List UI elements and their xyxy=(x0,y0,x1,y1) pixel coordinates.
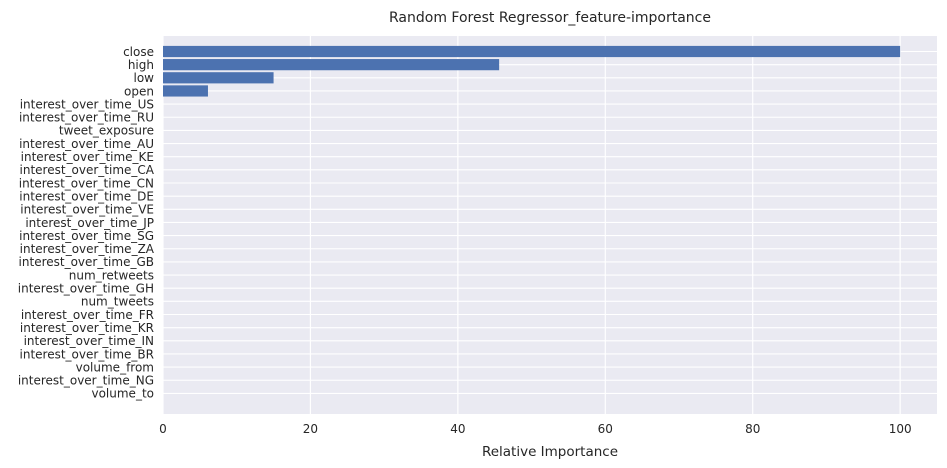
y-tick-label-interest-over-time-ZA: interest_over_time_ZA xyxy=(20,242,155,256)
chart-title: Random Forest Regressor_feature-importan… xyxy=(389,10,711,26)
bar-close xyxy=(163,45,901,58)
y-tick-label-num-tweets: num_tweets xyxy=(81,295,154,309)
y-tick-label-interest-over-time-GH: interest_over_time_GH xyxy=(18,282,154,296)
y-tick-label-num-retweets: num_retweets xyxy=(69,268,154,282)
y-tick-label-interest-over-time-RU: interest_over_time_RU xyxy=(19,111,154,125)
y-tick-label-interest-over-time-GB: interest_over_time_GB xyxy=(19,255,154,269)
y-tick-label-interest-over-time-FR: interest_over_time_FR xyxy=(21,308,154,322)
y-tick-label-volume-from: volume_from xyxy=(76,360,154,374)
y-tick-label-interest-over-time-AU: interest_over_time_AU xyxy=(19,137,154,151)
plot-background xyxy=(163,36,937,414)
bars xyxy=(163,45,901,97)
x-tick-label-40: 40 xyxy=(450,422,465,436)
grid xyxy=(162,36,937,414)
y-tick-label-interest-over-time-CN: interest_over_time_CN xyxy=(19,176,154,190)
x-tick-label-60: 60 xyxy=(598,422,613,436)
y-tick-label-interest-over-time-US: interest_over_time_US xyxy=(20,97,154,111)
y-tick-label-interest-over-time-JP: interest_over_time_JP xyxy=(25,216,154,230)
y-tick-label-interest-over-time-BR: interest_over_time_BR xyxy=(20,347,154,361)
y-tick-label-volume-to: volume_to xyxy=(91,387,154,401)
bar-open xyxy=(163,85,208,97)
y-tick-label-interest-over-time-KR: interest_over_time_KR xyxy=(20,321,154,335)
y-tick-label-interest-over-time-IN: interest_over_time_IN xyxy=(24,334,154,348)
bar-low xyxy=(163,72,274,84)
y-tick-label-high: high xyxy=(128,58,154,72)
x-tick-label-80: 80 xyxy=(745,422,760,436)
y-tick-label-interest-over-time-NG: interest_over_time_NG xyxy=(18,374,154,388)
x-tick-label-0: 0 xyxy=(159,422,167,436)
y-tick-label-interest-over-time-CA: interest_over_time_CA xyxy=(20,163,155,177)
x-axis-label: Relative Importance xyxy=(482,444,618,460)
y-tick-label-open: open xyxy=(124,84,154,98)
x-tick-label-100: 100 xyxy=(889,422,912,436)
y-tick-label-interest-over-time-SG: interest_over_time_SG xyxy=(19,229,154,243)
bar-high xyxy=(163,59,500,71)
y-tick-label-low: low xyxy=(134,71,155,85)
x-tick-label-20: 20 xyxy=(303,422,318,436)
x-tick-labels: 0 20 40 60 80 100 xyxy=(159,422,911,436)
y-tick-label-interest-over-time-KE: interest_over_time_KE xyxy=(21,150,154,164)
y-tick-label-close: close xyxy=(123,45,154,59)
y-tick-label-tweet-exposure: tweet_exposure xyxy=(59,124,154,138)
y-tick-label-interest-over-time-VE: interest_over_time_VE xyxy=(20,203,154,217)
y-tick-label-interest-over-time-DE: interest_over_time_DE xyxy=(19,189,154,203)
y-tick-labels: closehighlowopeninterest_over_time_USint… xyxy=(18,45,155,401)
